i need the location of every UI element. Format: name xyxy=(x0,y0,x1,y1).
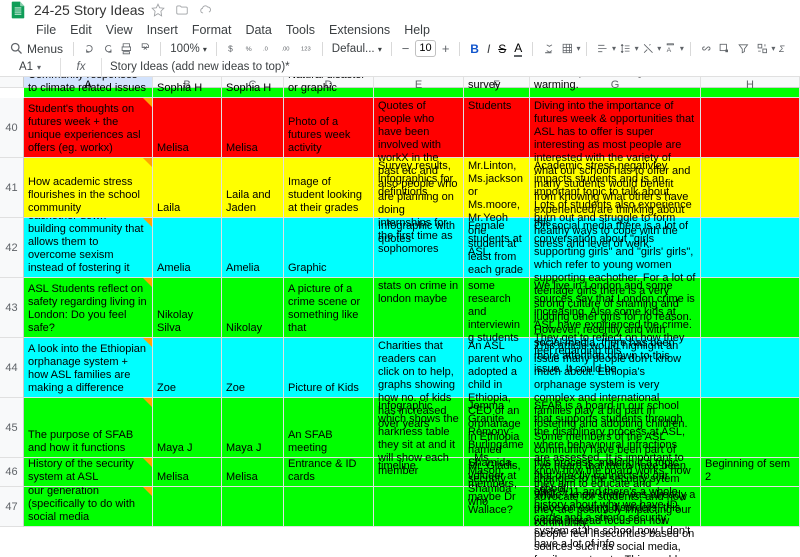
svg-text:$: $ xyxy=(228,44,233,54)
svg-text:Σ: Σ xyxy=(778,44,785,54)
svg-text:123: 123 xyxy=(301,47,311,53)
svg-text:%: % xyxy=(246,46,252,53)
svg-text:.00: .00 xyxy=(282,47,290,53)
svg-text:.0: .0 xyxy=(263,47,268,53)
svg-text:A: A xyxy=(667,47,672,54)
